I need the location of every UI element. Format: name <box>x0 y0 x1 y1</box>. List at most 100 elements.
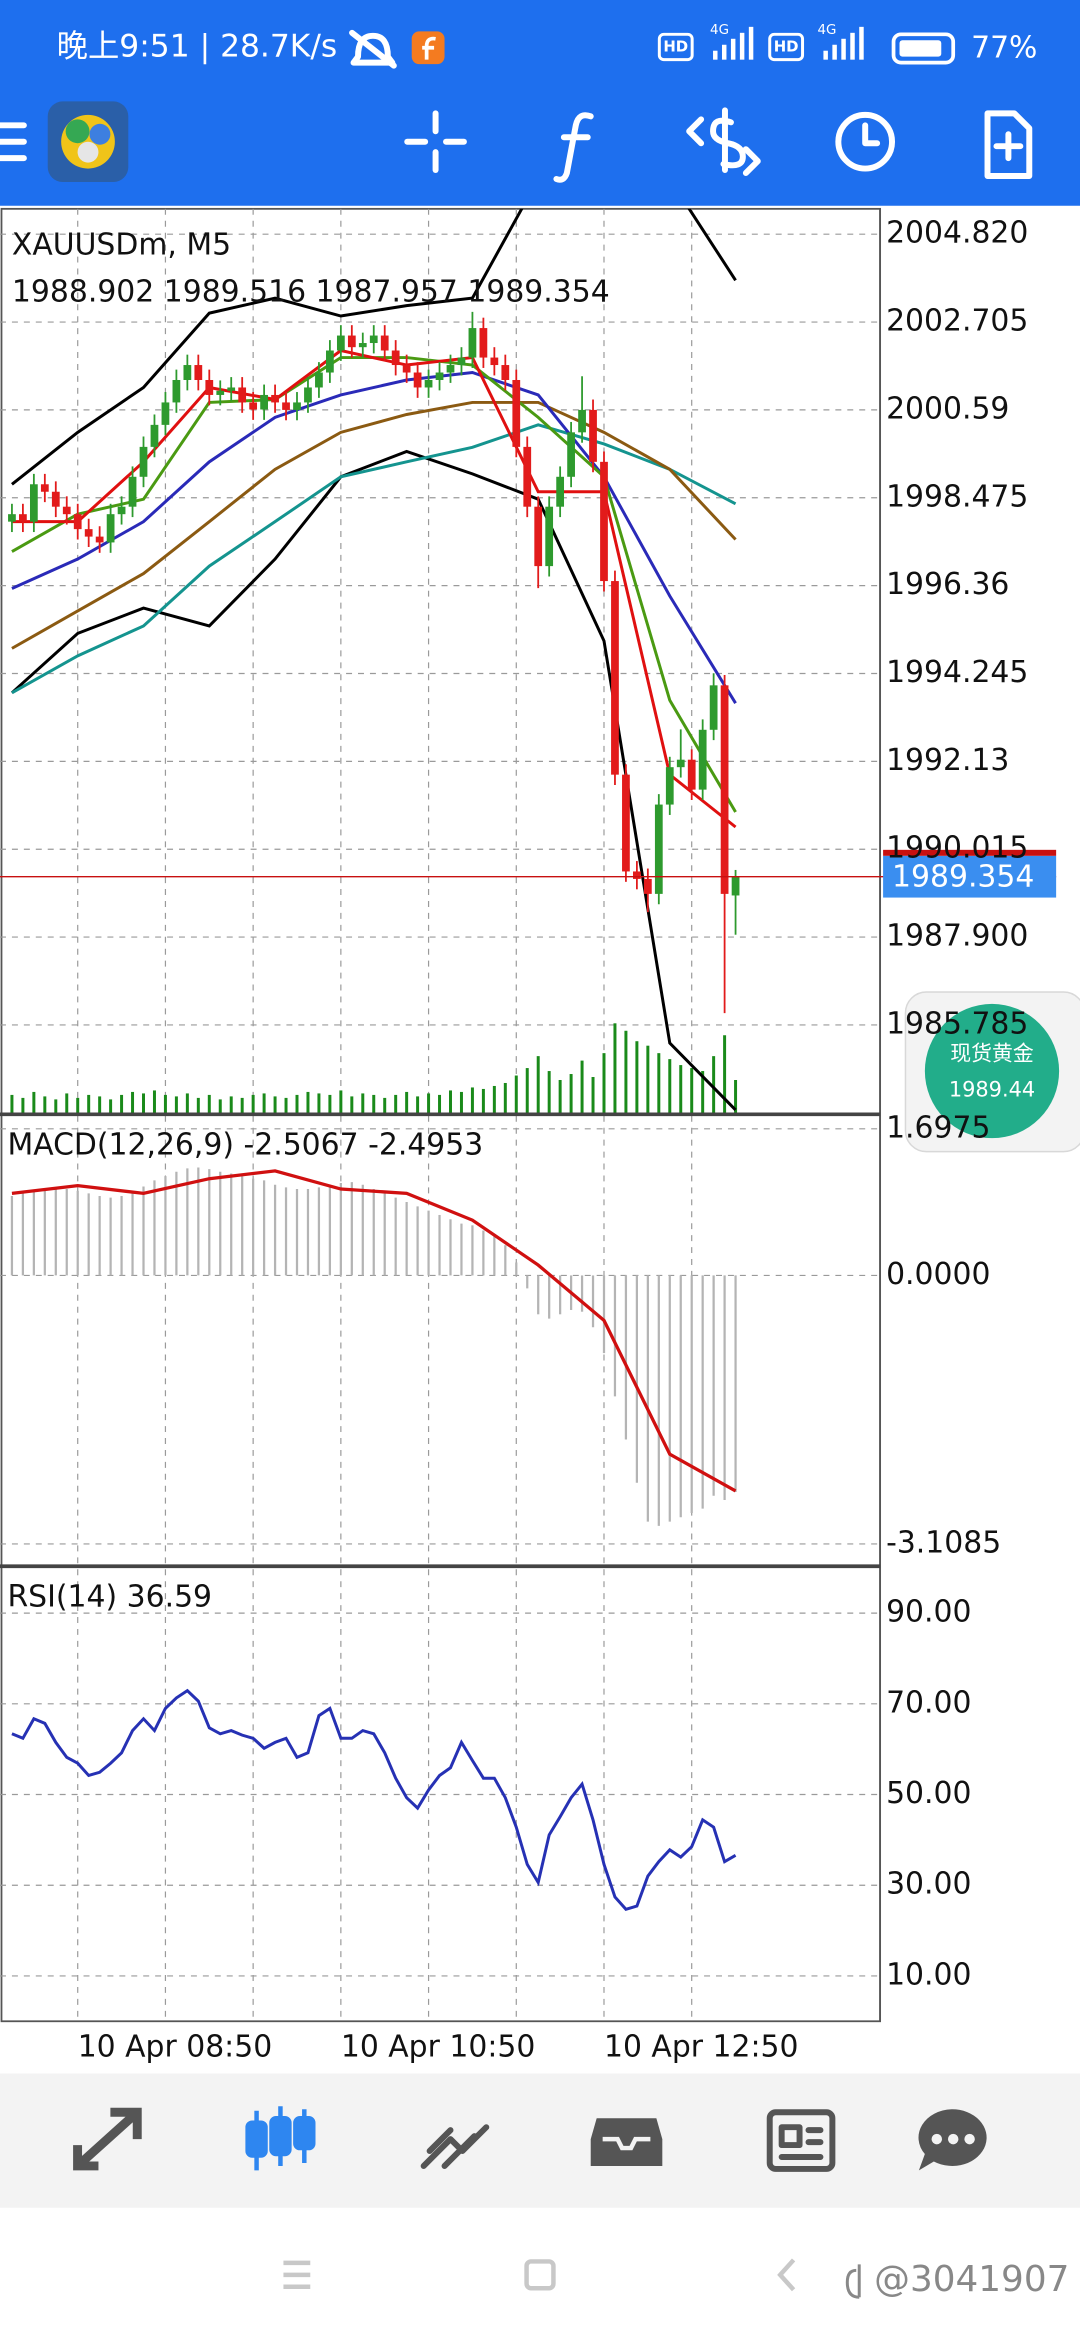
quote-bubble[interactable]: 现货黄金 1989.44 <box>904 991 1080 1153</box>
new-order-button[interactable] <box>984 110 1033 180</box>
candle-body <box>315 372 323 388</box>
candle-body <box>205 379 214 395</box>
candle-body <box>8 514 16 522</box>
candle-body <box>282 402 290 410</box>
candle-body <box>589 409 597 462</box>
candle-body <box>479 328 488 358</box>
candle-body <box>512 379 521 447</box>
indicators-button[interactable] <box>553 112 594 183</box>
history-tab[interactable] <box>590 2118 663 2166</box>
volume-bar <box>405 1091 409 1113</box>
x-tick-label: 10 Apr 08:50 <box>78 2030 272 2065</box>
watermark: @3041907 <box>845 2259 1069 2300</box>
volume-bar <box>98 1096 102 1113</box>
y-tick-label: 0.0000 <box>886 1257 990 1292</box>
volume-bar <box>54 1099 58 1113</box>
overlay-layer: 1989.354 <box>0 849 1057 898</box>
price-label-bar <box>883 849 1057 856</box>
candle-body <box>545 506 554 567</box>
panel-1 <box>10 1167 737 1526</box>
home-key[interactable] <box>524 2259 556 2291</box>
bottom-nav <box>0 2073 1080 2208</box>
volume-bar <box>339 1090 343 1113</box>
volume-bar <box>492 1085 496 1113</box>
hd-badge <box>768 32 805 62</box>
news-tab[interactable] <box>766 2109 836 2172</box>
candle-body <box>95 536 104 543</box>
rsi-title: RSI(14) <box>7 1579 117 1614</box>
timeframe-button[interactable] <box>835 111 896 172</box>
candle-body <box>446 365 455 373</box>
volume-bar <box>712 1056 716 1113</box>
volume-bar <box>229 1096 233 1113</box>
candle-body <box>369 335 378 344</box>
candle-body <box>260 394 268 410</box>
volume-bar <box>470 1087 474 1113</box>
candle-body <box>62 506 71 515</box>
volume-bar <box>328 1094 332 1113</box>
indicator-line <box>11 423 737 695</box>
volume-bar <box>416 1096 420 1113</box>
volume-bar <box>558 1079 562 1113</box>
y-tick-label: 10.00 <box>886 1957 971 1992</box>
price-label: 1989.354 <box>892 860 1034 895</box>
volume-bar <box>131 1091 135 1113</box>
trade-button[interactable] <box>686 107 761 177</box>
candle-body <box>457 357 466 366</box>
back-key[interactable] <box>777 2258 796 2292</box>
crosshair-button[interactable] <box>404 110 467 174</box>
candle-body <box>326 350 334 373</box>
trade-tab[interactable] <box>420 2124 490 2169</box>
candle-body <box>358 343 367 348</box>
candle-body <box>216 390 225 395</box>
high-value: 1989.516 <box>164 274 306 309</box>
candle-body <box>413 372 422 388</box>
rsi-value: 36.59 <box>127 1579 212 1614</box>
app-icon[interactable] <box>47 101 129 182</box>
candle-body <box>238 387 247 403</box>
volume-bar <box>109 1099 113 1113</box>
chat-tab[interactable] <box>918 2109 987 2171</box>
macd-title: MACD(12,26,9) <box>7 1127 234 1162</box>
volume-bar <box>481 1088 485 1113</box>
bubble-name: 现货黄金 <box>950 1042 1034 1066</box>
volume-bar <box>723 1035 727 1113</box>
macd-main-value: -2.5067 <box>243 1127 358 1162</box>
candle-body <box>611 581 619 775</box>
volume-bar <box>591 1077 595 1113</box>
candle-body <box>523 446 532 507</box>
candle-body <box>698 729 707 790</box>
volume-bar <box>536 1056 540 1113</box>
mute-icon <box>349 29 397 69</box>
volume-bar <box>383 1097 387 1113</box>
candle-body <box>633 871 641 879</box>
candle-body <box>643 878 652 894</box>
volume-bar <box>734 1079 738 1113</box>
volume-bar <box>438 1094 442 1113</box>
candle-body <box>347 335 356 348</box>
y-tick-label: -3.1085 <box>886 1525 1001 1560</box>
battery-level <box>899 40 942 57</box>
y-tick-label: 50.00 <box>886 1776 971 1811</box>
y-tick-label: 70.00 <box>886 1685 971 1720</box>
ohlc-header: 1988.902 1989.516 1987.957 1989.354 <box>12 274 610 309</box>
candle-body <box>106 514 115 543</box>
candle-body <box>501 365 510 380</box>
y-tick-label: 1990.015 <box>886 831 1028 866</box>
candle-body <box>172 379 181 403</box>
volume-bar <box>350 1096 354 1113</box>
volume-bar <box>174 1096 178 1113</box>
candle-body <box>51 491 60 507</box>
y-tick-label: 1992.13 <box>886 743 1009 778</box>
low-value: 1987.957 <box>316 274 458 309</box>
chart-tab[interactable] <box>245 2106 316 2171</box>
menu-button[interactable] <box>0 122 27 162</box>
system-nav <box>283 2258 796 2292</box>
volume-bar <box>120 1094 124 1113</box>
candle-body <box>676 759 685 768</box>
signal-bars <box>823 26 864 60</box>
menu-key[interactable] <box>283 2260 311 2290</box>
volume-bar <box>503 1082 507 1113</box>
quotes-tab[interactable] <box>73 2107 142 2171</box>
